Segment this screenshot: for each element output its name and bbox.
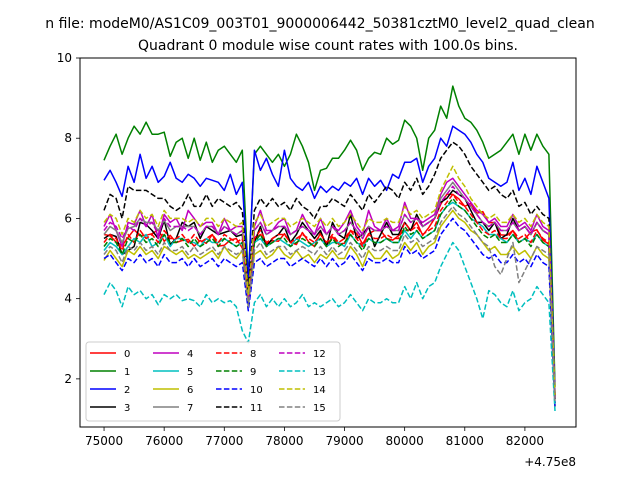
x-tick-label: 82000 [506, 434, 544, 448]
x-tick-label: 75000 [85, 434, 123, 448]
y-axis: 2 4 6 8 10 [57, 51, 80, 386]
legend-label-15: 15 [313, 403, 326, 414]
legend-label-6: 6 [187, 385, 193, 396]
series-line-11 [103, 141, 556, 399]
chart-suptitle: n file: modeM0/AS1C09_003T01_9000006442_… [45, 16, 594, 32]
x-tick-label: 78000 [265, 434, 303, 448]
legend-label-12: 12 [313, 349, 326, 360]
y-tick-label: 6 [64, 211, 72, 225]
x-tick-label: 81000 [446, 434, 484, 448]
y-tick-label: 4 [64, 292, 72, 306]
x-tick-label: 76000 [145, 434, 183, 448]
legend-label-5: 5 [187, 367, 193, 378]
legend-label-9: 9 [250, 367, 256, 378]
plot-lines [103, 85, 556, 412]
series-line-10 [103, 217, 556, 407]
legend-label-8: 8 [250, 349, 256, 360]
legend-label-2: 2 [124, 385, 130, 396]
y-tick-label: 10 [57, 51, 72, 65]
series-line-14 [103, 165, 556, 395]
legend-label-14: 14 [313, 385, 326, 396]
legend-label-10: 10 [250, 385, 263, 396]
series-line-5 [103, 201, 556, 403]
legend-label-13: 13 [313, 367, 326, 378]
x-tick-label: 80000 [386, 434, 424, 448]
series-line-1 [103, 85, 556, 387]
x-axis: 75000 76000 77000 78000 79000 80000 81000 82000 [85, 427, 544, 448]
series-line-2 [103, 125, 556, 395]
series-line-15 [103, 205, 556, 403]
x-tick-label: 77000 [205, 434, 243, 448]
x-tick-label: 79000 [325, 434, 363, 448]
series-line-9 [103, 197, 556, 403]
chart-title: Quadrant 0 module wise count rates with … [138, 38, 518, 54]
legend-label-1: 1 [124, 367, 130, 378]
series-line-8 [103, 193, 556, 399]
legend-label-4: 4 [187, 349, 193, 360]
legend-label-11: 11 [250, 403, 263, 414]
legend-label-7: 7 [187, 403, 193, 414]
legend-label-3: 3 [124, 403, 130, 414]
axes-frame [79, 57, 577, 428]
x-offset-label: +4.75e8 [524, 455, 576, 469]
y-tick-label: 2 [64, 372, 72, 386]
y-tick-label: 8 [64, 131, 72, 145]
series-line-3 [103, 189, 556, 399]
legend-box [85, 341, 341, 422]
legend-label-0: 0 [124, 349, 130, 360]
series-line-13 [103, 241, 556, 412]
series-line-12 [103, 185, 556, 399]
